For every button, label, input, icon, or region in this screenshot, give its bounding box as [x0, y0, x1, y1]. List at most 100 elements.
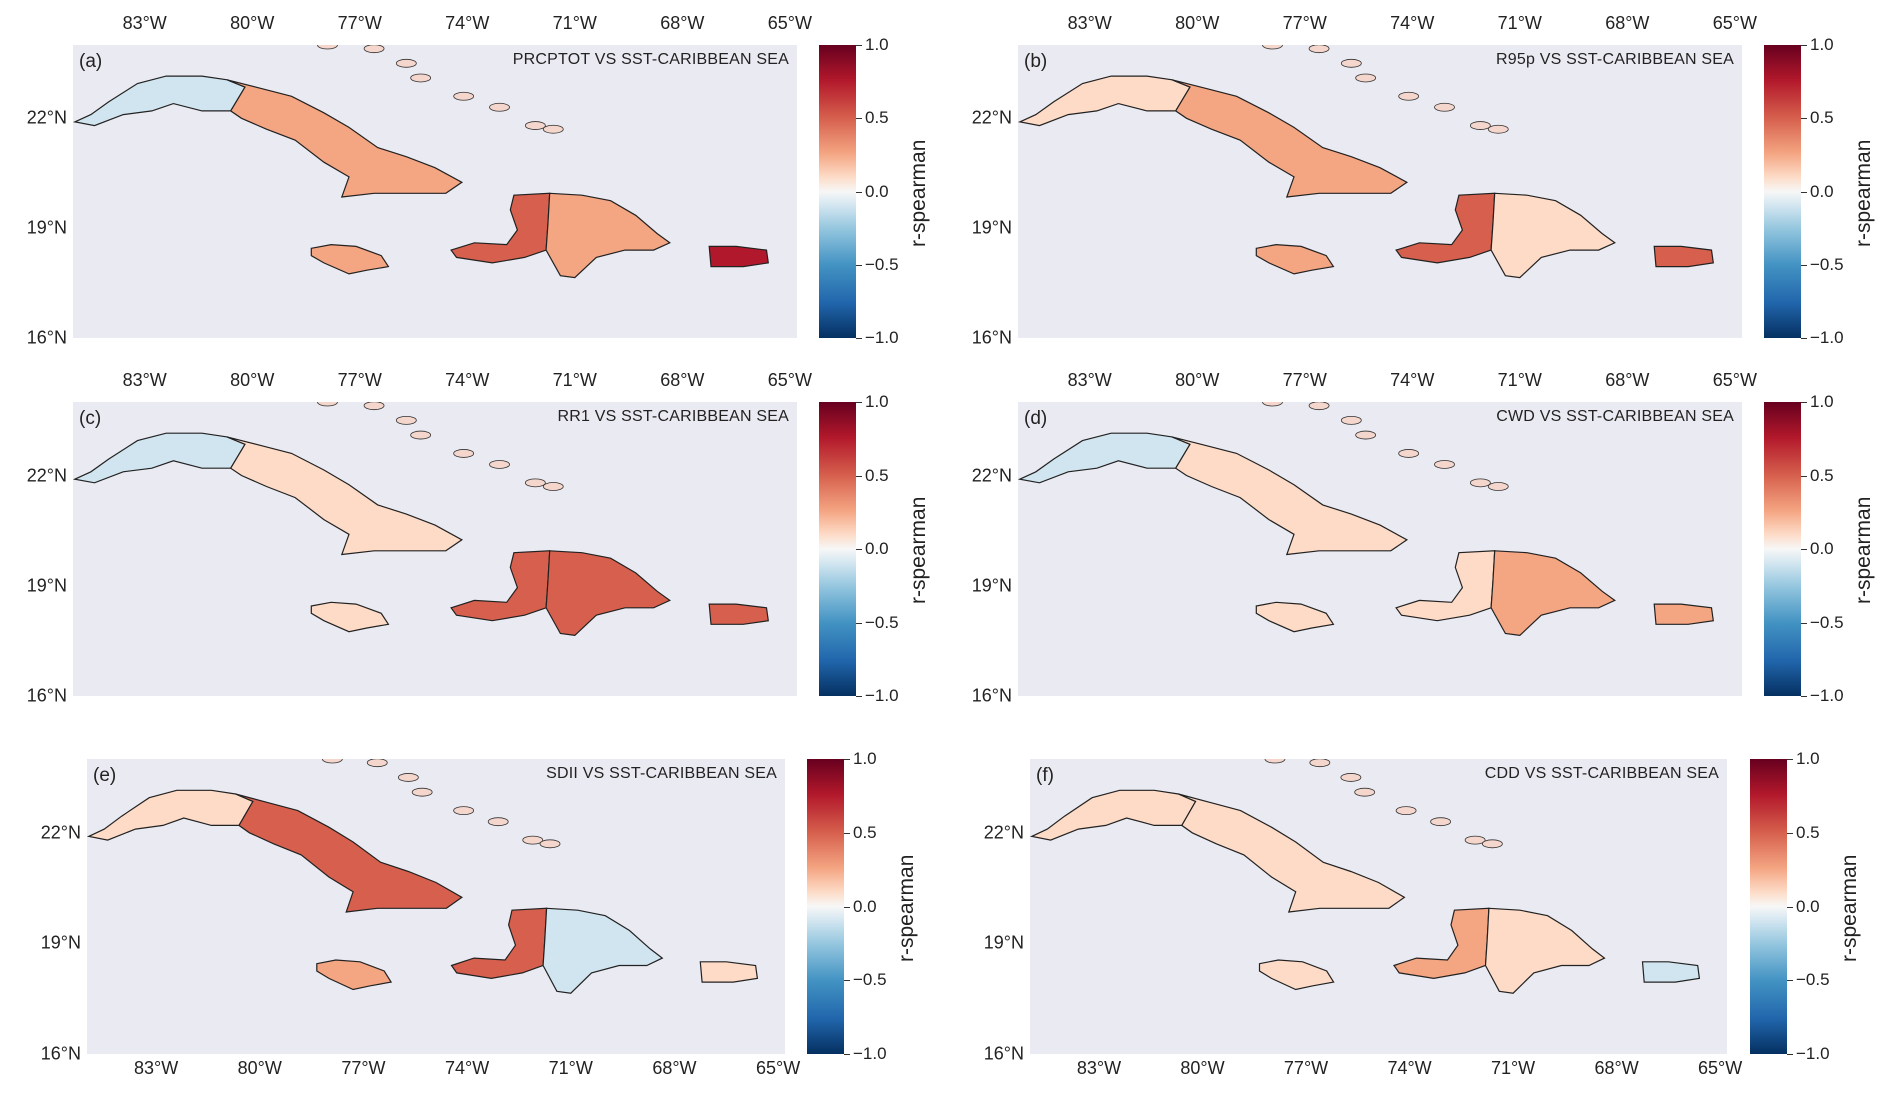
lon-tick-top: 74°W	[445, 13, 490, 33]
islet	[317, 45, 338, 50]
cuba-e-region	[235, 793, 464, 913]
lon-tick-bottom: 80°W	[1180, 1058, 1225, 1078]
colorbar-tick-mark	[856, 118, 862, 120]
pr-region	[1641, 961, 1701, 983]
lon-tick-bottom: 74°W	[1387, 1058, 1432, 1078]
lat-tick: 22°N	[983, 822, 1024, 843]
hisp-w-region	[450, 550, 551, 622]
cuba-w-region	[87, 789, 254, 841]
lat-tick: 16°N	[983, 1043, 1024, 1064]
hisp-region	[1490, 192, 1616, 279]
islet	[522, 835, 544, 845]
lon-tick-top: 65°W	[767, 370, 812, 390]
colorbar-tick-mark	[1801, 191, 1807, 193]
map-area: (b) R95p VS SST-CARIBBEAN SEA	[1018, 45, 1742, 338]
lon-tick-top: 65°W	[1712, 370, 1757, 390]
hisp-region	[545, 192, 671, 279]
lon-tick-top: 80°W	[230, 13, 275, 33]
pr-region	[708, 603, 769, 625]
islet	[453, 449, 475, 458]
lon-tick-top: 71°W	[1497, 13, 1542, 33]
islet	[1308, 402, 1330, 411]
islet	[366, 759, 388, 768]
islet	[397, 773, 419, 782]
colorbar-tick-mark	[1801, 118, 1807, 120]
colorbar-tick-mark	[1801, 696, 1807, 697]
lat-tick: 19°N	[40, 932, 81, 953]
hisp-w-region	[1395, 550, 1496, 622]
lon-tick-top: 83°W	[122, 370, 167, 390]
colorbar-tick-mark	[1787, 832, 1793, 834]
lat-tick: 22°N	[971, 465, 1012, 485]
lon-tick-top: 71°W	[1497, 370, 1542, 390]
colorbar-tick-label: −0.5	[865, 612, 899, 632]
lat-tick: 16°N	[40, 1043, 81, 1064]
colorbar-label: r-spearman	[1852, 496, 1875, 604]
islet	[1398, 449, 1420, 458]
islet	[1469, 478, 1491, 488]
colorbar-tick-mark	[1787, 906, 1793, 908]
jam-region	[316, 959, 393, 991]
colorbar-tick-mark	[856, 338, 862, 339]
islet	[1308, 45, 1330, 54]
lon-tick-top: 77°W	[337, 370, 382, 390]
islet	[1430, 817, 1452, 827]
lon-tick-top: 74°W	[445, 370, 490, 390]
cuba-w-region	[1018, 75, 1191, 127]
pr-region	[1653, 603, 1714, 625]
lon-tick-bottom: 77°W	[1283, 1058, 1329, 1078]
colorbar-tick-label: 0.5	[1810, 108, 1834, 128]
colorbar-label: r-spearman	[907, 139, 930, 247]
land-layer	[1018, 402, 1714, 637]
colorbar-tick-label: 0.5	[1796, 822, 1820, 842]
islet	[1262, 45, 1283, 50]
lon-tick-top: 74°W	[1390, 370, 1435, 390]
islet	[1398, 91, 1420, 101]
hisp-region	[1490, 550, 1616, 637]
lon-tick-bottom: 68°W	[1594, 1058, 1639, 1078]
lat-tick: 16°N	[971, 327, 1012, 348]
colorbar-tick-label: 0.0	[865, 539, 889, 558]
lon-tick-bottom: 74°W	[444, 1058, 490, 1078]
colorbar-tick-label: 1.0	[865, 35, 889, 54]
colorbar-tick-mark	[1801, 338, 1807, 339]
colorbar-label: r-spearman	[895, 854, 918, 962]
lon-tick-top: 77°W	[1282, 13, 1327, 33]
colorbar-tick-label: 0.0	[1810, 539, 1834, 558]
islet	[1340, 773, 1362, 782]
colorbar-tick-label: −0.5	[865, 254, 899, 274]
hisp-w-region	[1393, 907, 1490, 980]
panel-letter: (c)	[79, 408, 102, 429]
hisp-w-region	[450, 192, 551, 264]
islet	[321, 759, 343, 764]
lat-tick: 16°N	[26, 327, 67, 348]
colorbar-tick-label: −0.5	[853, 970, 887, 990]
islet	[1481, 839, 1503, 849]
colorbar-tick-label: −1.0	[1810, 328, 1844, 347]
lon-tick-top: 83°W	[1067, 370, 1112, 390]
colorbar-tick-label: 1.0	[1810, 35, 1834, 54]
panel-letter: (a)	[79, 51, 103, 72]
panel-title: SDII VS SST-CARIBBEAN SEA	[546, 765, 777, 782]
jam-region	[1255, 601, 1335, 633]
lon-tick-bottom: 71°W	[1490, 1058, 1536, 1078]
islet	[317, 402, 338, 407]
islet	[395, 58, 417, 68]
colorbar	[819, 45, 856, 338]
panel-letter: (f)	[1036, 765, 1054, 786]
islet	[489, 102, 510, 112]
islet	[1264, 759, 1286, 764]
panel-title: CWD VS SST-CARIBBEAN SEA	[1496, 408, 1734, 425]
islet	[410, 73, 432, 83]
cuba-w-region	[1030, 789, 1197, 841]
lon-tick-top: 80°W	[1175, 13, 1220, 33]
colorbar-tick-label: 1.0	[1810, 392, 1834, 411]
colorbar-tick-label: 1.0	[865, 392, 889, 411]
islet	[1262, 402, 1283, 407]
colorbar-tick-label: 1.0	[853, 749, 877, 768]
pr-region	[708, 245, 769, 268]
colorbar-tick-mark	[1801, 264, 1807, 266]
lon-tick-top: 77°W	[337, 13, 382, 33]
colorbar-tick-label: 0.5	[853, 822, 877, 842]
lon-tick-top: 83°W	[122, 13, 167, 33]
